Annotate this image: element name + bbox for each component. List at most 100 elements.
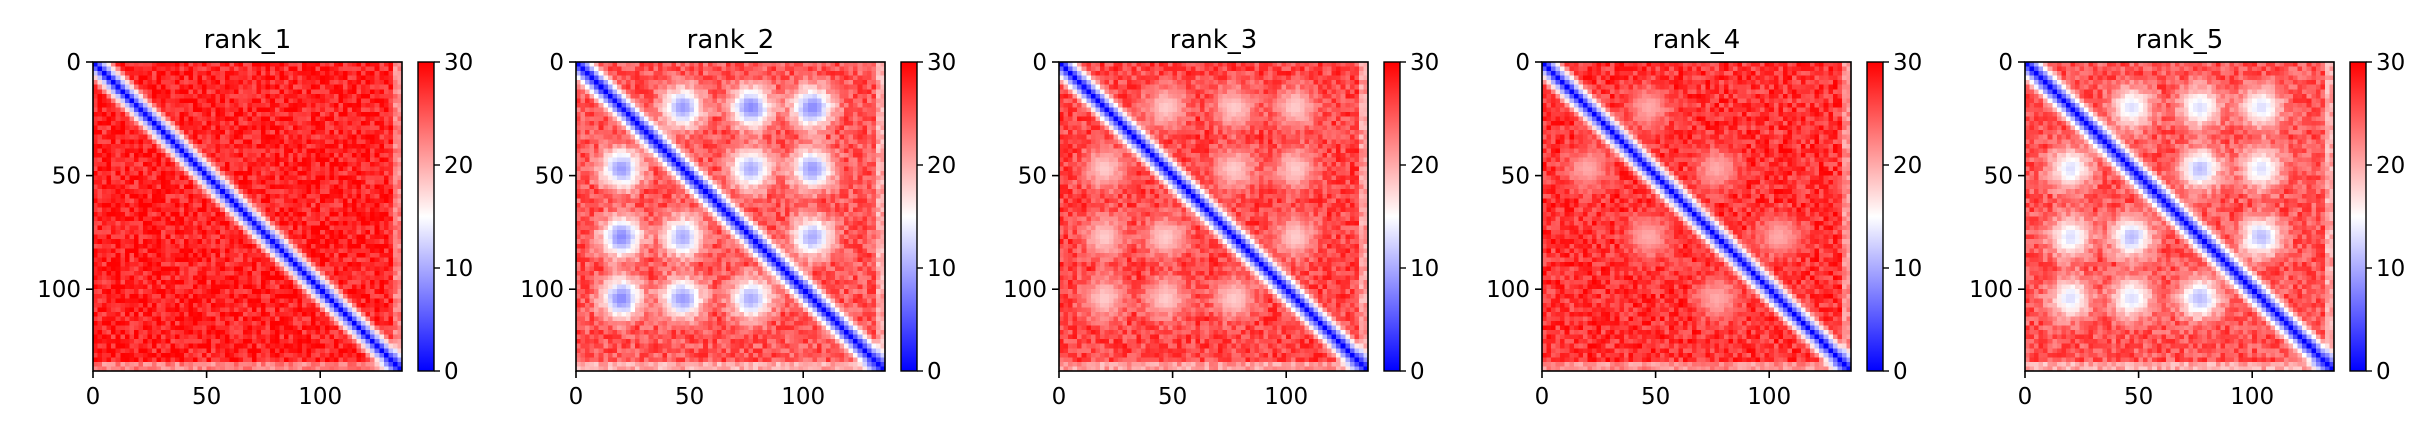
heatmap-cell: [370, 161, 376, 167]
heatmap-cell: [311, 230, 317, 236]
heatmap-cell: [252, 348, 257, 354]
heatmap-cell: [297, 143, 303, 149]
heatmap-cell: [183, 211, 189, 217]
heatmap-cell: [161, 134, 167, 140]
heatmap-cell: [374, 325, 380, 331]
heatmap-cell: [347, 234, 353, 240]
heatmap-cell: [174, 148, 180, 154]
heatmap-cell: [229, 130, 235, 136]
heatmap-cell: [857, 80, 863, 86]
heatmap-cell: [365, 107, 371, 113]
heatmap-cell: [142, 152, 148, 158]
heatmap-cell: [183, 161, 189, 167]
heatmap-cell: [115, 352, 121, 358]
heatmap-cell: [238, 366, 244, 372]
heatmap-cell: [329, 166, 335, 172]
heatmap-cell: [279, 311, 285, 317]
heatmap-cell: [93, 325, 98, 331]
heatmap-cell: [224, 125, 230, 131]
heatmap-cell: [170, 221, 176, 226]
heatmap-cell: [338, 243, 344, 249]
heatmap-cell: [302, 152, 307, 158]
heatmap-cell: [133, 193, 139, 199]
heatmap-cell: [133, 107, 139, 113]
heatmap-cell: [324, 339, 330, 345]
heatmap-cell: [161, 325, 167, 331]
heatmap-cell: [129, 357, 135, 363]
heatmap-cell: [361, 84, 367, 90]
heatmap-cell: [202, 102, 207, 108]
heatmap-cell: [265, 280, 271, 286]
heatmap-cell: [338, 302, 344, 308]
heatmap-cell: [242, 348, 248, 354]
heatmap-cell: [789, 75, 795, 81]
heatmap-cell: [242, 152, 248, 158]
heatmap-cell: [202, 280, 207, 286]
heatmap-cell: [288, 298, 294, 304]
heatmap-cell: [324, 330, 330, 336]
heatmap-cell: [170, 248, 176, 254]
heatmap-cell: [342, 171, 348, 176]
heatmap-cell: [274, 125, 280, 131]
heatmap-cell: [229, 321, 235, 326]
heatmap-cell: [365, 116, 371, 122]
heatmap-cell: [197, 184, 203, 190]
heatmap-cell: [161, 271, 167, 276]
heatmap-cell: [197, 357, 203, 363]
heatmap-cell: [238, 266, 244, 272]
heatmap-cell: [220, 152, 226, 158]
heatmap-cell: [120, 316, 126, 322]
heatmap-cell: [229, 152, 235, 158]
heatmap-cell: [283, 202, 289, 208]
heatmap-cell: [97, 62, 103, 67]
heatmap-cell: [161, 84, 167, 90]
heatmap-cell: [302, 348, 307, 354]
heatmap-cell: [152, 134, 158, 140]
heatmap-cell: [320, 125, 326, 131]
heatmap-cell: [320, 207, 326, 213]
heatmap-cell: [206, 180, 212, 186]
heatmap-cell: [238, 148, 244, 154]
heatmap-cell: [252, 130, 257, 136]
heatmap-cell: [315, 130, 321, 136]
heatmap-cell: [315, 357, 321, 363]
heatmap-cell: [283, 89, 289, 95]
heatmap-cell: [242, 293, 248, 299]
heatmap-cell: [361, 357, 367, 363]
heatmap-cell: [365, 293, 371, 299]
heatmap-cell: [388, 352, 394, 358]
heatmap-cell: [220, 125, 226, 131]
heatmap-cell: [206, 80, 212, 86]
heatmap-cell: [270, 152, 276, 158]
heatmap-cell: [383, 316, 389, 322]
heatmap-cell: [206, 75, 212, 81]
heatmap-cell: [147, 175, 153, 181]
heatmap-cell: [161, 252, 167, 258]
heatmap-cell: [179, 139, 185, 145]
heatmap-cell: [342, 134, 348, 140]
heatmap-cell: [124, 325, 130, 331]
heatmap-cell: [333, 307, 339, 313]
heatmap-cell: [224, 152, 230, 158]
heatmap-cell: [174, 311, 180, 317]
heatmap-cell: [320, 361, 326, 367]
heatmap-cell: [188, 171, 194, 176]
heatmap-cell: [370, 202, 376, 208]
heatmap-cell: [703, 75, 709, 81]
heatmap-cell: [302, 148, 307, 154]
heatmap-cell: [320, 202, 326, 208]
heatmap-cell: [365, 239, 371, 245]
heatmap-cell: [247, 171, 253, 176]
heatmap-cell: [315, 161, 321, 167]
heatmap-cell: [292, 66, 298, 72]
heatmap-cell: [315, 366, 321, 372]
heatmap-cell: [102, 93, 108, 99]
heatmap-cell: [279, 71, 285, 77]
heatmap-cell: [279, 198, 285, 204]
heatmap-cell: [730, 75, 736, 81]
heatmap-cell: [370, 225, 376, 231]
heatmap-cell: [379, 339, 385, 345]
heatmap-cell: [129, 225, 135, 231]
heatmap-cell: [188, 293, 194, 299]
heatmap-cell: [283, 62, 289, 67]
